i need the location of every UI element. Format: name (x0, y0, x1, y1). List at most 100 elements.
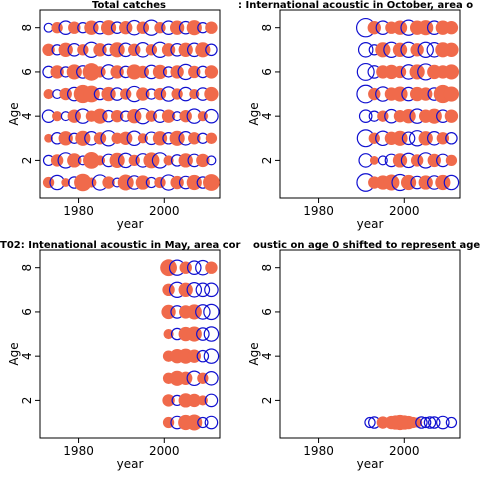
bubble-positive (94, 66, 106, 78)
y-tick-label: 2 (260, 397, 274, 405)
y-axis-label: Age (7, 102, 21, 125)
y-tick-label: 6 (20, 68, 34, 76)
bubble-positive (205, 132, 218, 144)
bubble-positive (154, 22, 166, 34)
bubble-positive (444, 21, 459, 35)
bubble-positive (196, 153, 210, 168)
bubble-positive (187, 393, 201, 408)
bubble-positive (154, 176, 166, 189)
bubble-negative (420, 416, 432, 429)
panel-title: Total catches (92, 0, 166, 11)
bubble-positive (50, 154, 64, 167)
bubble-positive (375, 42, 391, 58)
bubble-positive (435, 174, 451, 191)
bubble-positive (368, 132, 380, 144)
panel-title: : International acoustic in October, are… (238, 0, 473, 11)
plot-frame (279, 9, 461, 199)
bubble-positive (179, 261, 192, 274)
bubble-positive (102, 176, 115, 189)
bubble-positive (186, 20, 202, 36)
bubble-negative (415, 416, 428, 429)
x-tick-label: 2000 (149, 444, 180, 458)
bubble-positive (83, 85, 100, 103)
bubble-positive (393, 65, 407, 79)
bubble-positive (44, 133, 53, 143)
bubble-negative (195, 282, 211, 298)
bubble-negative (195, 304, 211, 320)
bubble-positive (42, 176, 55, 189)
bubble-positive (52, 111, 63, 122)
bubble-positive (162, 283, 175, 297)
bubble-negative (445, 416, 458, 429)
bubble-negative (445, 132, 458, 145)
plot-frame (279, 249, 461, 439)
bubble-negative (377, 155, 388, 166)
bubble-negative (417, 41, 434, 59)
x-axis-label: year (357, 457, 384, 471)
y-tick-label: 8 (20, 24, 34, 32)
bubble-positive (204, 86, 219, 102)
y-tick-label: 4 (20, 352, 34, 360)
y-tick-label: 2 (20, 397, 34, 405)
bubble-positive (205, 261, 218, 274)
bubble-positive (171, 88, 183, 100)
bubble-negative (428, 416, 441, 429)
bubble-positive (188, 132, 201, 145)
bubble-positive (178, 282, 193, 297)
bubble-positive (197, 372, 209, 384)
bubble-positive (162, 394, 175, 407)
panel-3: T02: Intenational acoustic in May, area … (0, 240, 241, 471)
bubble-positive (401, 109, 416, 124)
bubble-negative (186, 282, 203, 298)
bubble-negative (196, 349, 210, 363)
bubble-marks (364, 414, 458, 431)
bubble-positive (67, 109, 81, 123)
bubble-positive (368, 87, 381, 101)
bubble-positive (153, 87, 167, 101)
bubble-positive (160, 259, 177, 277)
bubble-positive (128, 43, 141, 57)
bubble-positive (377, 110, 389, 122)
bubble-positive (120, 88, 132, 100)
bubble-positive (58, 131, 73, 146)
x-tick-label: 1980 (63, 204, 94, 218)
bubble-negative (197, 416, 209, 429)
panel-title: oustic on age 0 shifted to represent age… (253, 240, 480, 251)
bubble-negative (364, 416, 376, 429)
panel-2: : International acoustic in October, are… (238, 0, 473, 231)
y-tick-label: 8 (260, 264, 274, 272)
bubble-positive (135, 175, 151, 190)
x-axis-label: year (117, 217, 144, 231)
bubble-negative (203, 303, 220, 321)
bubble-positive (152, 64, 168, 80)
bubble-marks (160, 259, 220, 431)
bubble-positive (68, 21, 81, 34)
bubble-positive (188, 65, 201, 79)
bubble-positive (119, 21, 133, 35)
bubble-positive (179, 109, 192, 123)
bubble-negative (204, 282, 219, 298)
bubble-positive (59, 87, 72, 101)
x-tick-label: 2000 (149, 204, 180, 218)
bubble-negative (357, 42, 374, 58)
panel-4: oustic on age 0 shifted to represent age… (247, 240, 480, 471)
bubble-positive (205, 21, 218, 34)
bubble-positive (86, 177, 97, 188)
y-tick-label: 4 (20, 112, 34, 120)
x-axis-label: year (357, 217, 384, 231)
bubble-positive (204, 65, 219, 79)
bubble-positive (127, 109, 142, 124)
bubble-positive (93, 132, 107, 145)
bubble-positive (109, 152, 125, 168)
bubble-positive (170, 65, 184, 79)
bubble-negative (205, 43, 218, 57)
y-tick-label: 4 (260, 352, 274, 360)
bubble-positive (163, 328, 174, 340)
y-axis-label: Age (7, 342, 21, 365)
bubble-positive (67, 153, 82, 168)
bubble-positive (444, 109, 459, 123)
bubble-negative (203, 326, 220, 342)
bubble-negative (204, 393, 219, 408)
bubble-positive (51, 22, 63, 34)
